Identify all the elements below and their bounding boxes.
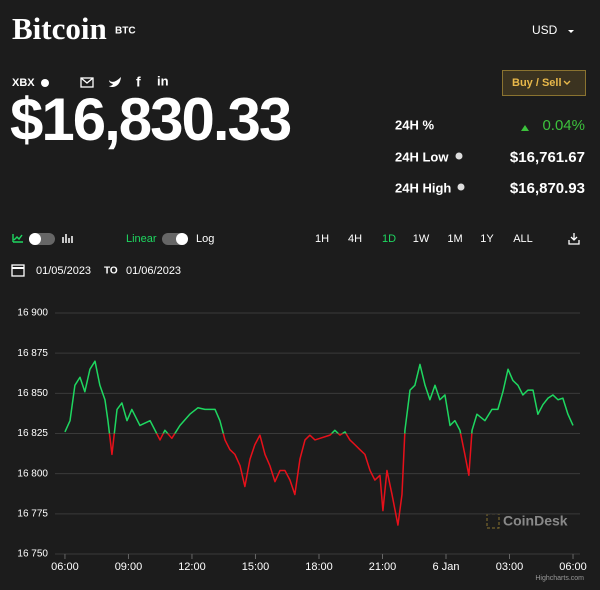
stat-value: $16,870.93 <box>510 180 585 197</box>
range-button[interactable]: ALL <box>513 233 533 245</box>
mail-icon-flap <box>80 77 94 84</box>
y-tick-label: 16 850 <box>17 388 48 399</box>
dropdown-arrow[interactable] <box>568 30 574 33</box>
y-tick-label: 16 900 <box>17 308 48 319</box>
x-tick-label: 06:00 <box>51 561 79 573</box>
bar-chart-icon[interactable] <box>62 234 73 243</box>
y-tick-label: 16 875 <box>17 348 48 359</box>
x-tick-label: 09:00 <box>115 561 143 573</box>
mail-icon[interactable] <box>80 77 94 88</box>
stat-value: 0.04% <box>542 117 585 134</box>
y-tick-label: 16 825 <box>17 428 48 439</box>
info-icon[interactable] <box>457 183 465 191</box>
watermark: CoinDesk <box>503 513 568 529</box>
date-to[interactable]: 01/06/2023 <box>126 265 181 277</box>
y-tick-label: 16 800 <box>17 468 48 479</box>
x-tick-label: 21:00 <box>369 561 397 573</box>
exchange: XBX <box>12 77 35 89</box>
range-button[interactable]: 1H <box>315 233 329 245</box>
download-icon[interactable] <box>568 233 580 245</box>
date-to-label: TO <box>104 266 118 277</box>
x-tick-label: 12:00 <box>178 561 206 573</box>
range-button[interactable]: 1Y <box>480 233 494 245</box>
y-tick-label: 16 775 <box>17 508 48 519</box>
stat-label: 24H % <box>395 117 434 132</box>
x-tick-label: 03:00 <box>496 561 524 573</box>
up-arrow <box>521 125 529 131</box>
twitter-icon[interactable] <box>109 77 121 87</box>
linkedin-icon[interactable]: in <box>157 73 169 88</box>
price-line <box>64 360 574 526</box>
x-tick-label: 6 Jan <box>433 561 460 573</box>
credit[interactable]: Highcharts.com <box>535 575 584 582</box>
stat-value: $16,761.67 <box>510 149 585 166</box>
coin-title: Bitcoin <box>12 11 107 46</box>
price: $16,830.33 <box>10 86 291 153</box>
calendar-icon[interactable] <box>11 264 25 277</box>
toggle-knob <box>29 233 41 245</box>
currency-select[interactable]: USD <box>532 23 558 37</box>
coin-symbol: BTC <box>115 26 136 37</box>
x-tick-label: 18:00 <box>305 561 333 573</box>
log-label[interactable]: Log <box>196 233 214 245</box>
buy-sell-label[interactable]: Buy / Sell <box>512 77 562 89</box>
info-icon[interactable] <box>455 152 463 160</box>
x-tick-label: 06:00 <box>559 561 587 573</box>
stat-label: 24H Low <box>395 149 449 164</box>
linear-label[interactable]: Linear <box>126 233 157 245</box>
x-tick-label: 15:00 <box>242 561 270 573</box>
range-button[interactable]: 1D <box>382 233 396 245</box>
info-icon[interactable] <box>41 79 49 87</box>
toggle-knob <box>176 233 188 245</box>
range-button[interactable]: 4H <box>348 233 362 245</box>
facebook-icon[interactable]: f <box>136 74 141 90</box>
range-button[interactable]: 1M <box>447 233 462 245</box>
stat-label: 24H High <box>395 180 451 195</box>
date-from[interactable]: 01/05/2023 <box>36 265 91 277</box>
button-chevron <box>563 80 571 85</box>
y-tick-label: 16 750 <box>17 549 48 560</box>
area-chart-icon[interactable] <box>12 234 23 243</box>
buy-sell-button[interactable] <box>502 70 586 96</box>
range-button[interactable]: 1W <box>413 233 430 245</box>
